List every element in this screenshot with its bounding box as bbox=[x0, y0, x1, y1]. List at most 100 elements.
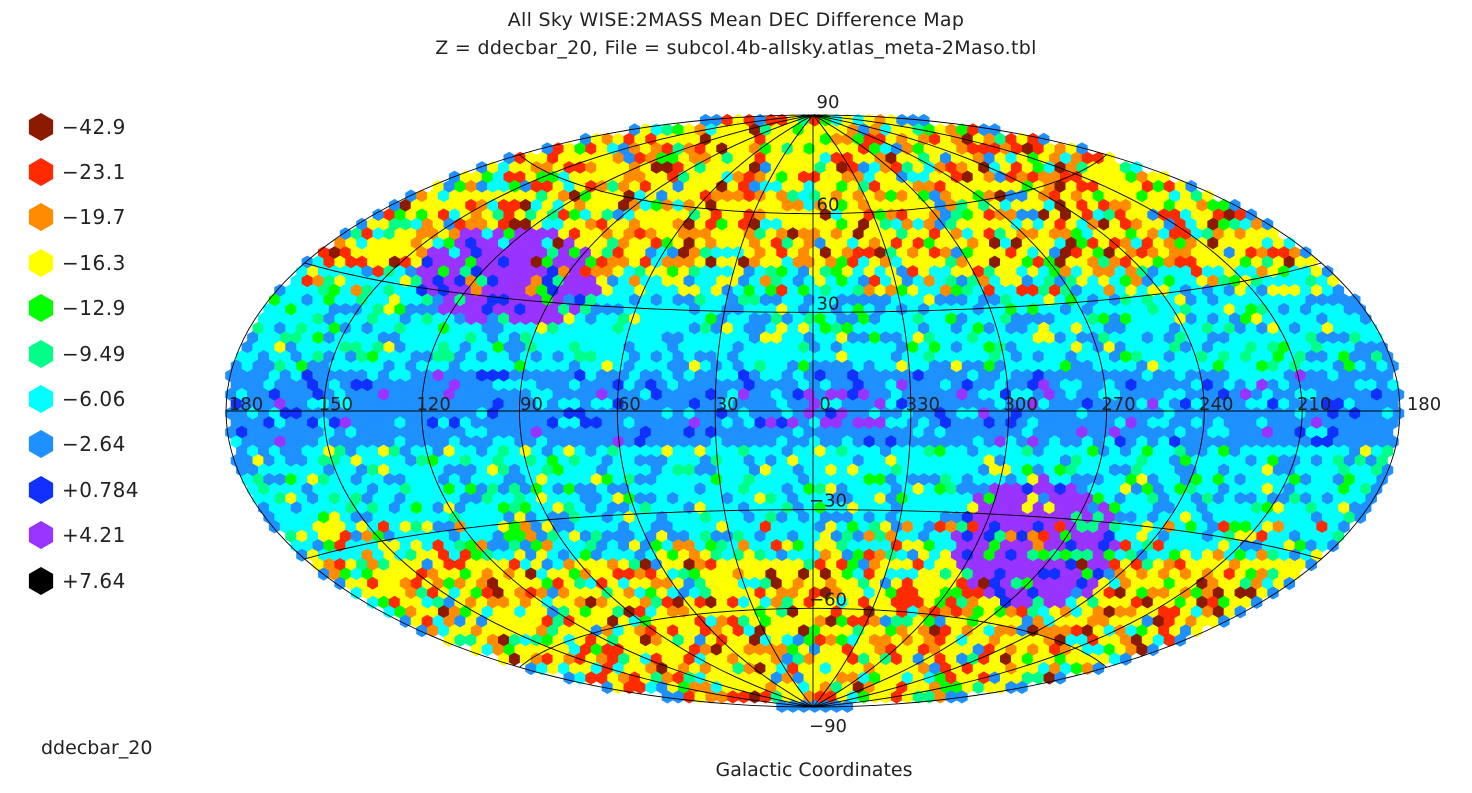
map-cell bbox=[1289, 265, 1301, 279]
map-cell bbox=[1229, 217, 1241, 231]
map-cell bbox=[618, 236, 630, 250]
map-cell bbox=[579, 227, 592, 241]
map-cell bbox=[798, 208, 810, 222]
map-cell bbox=[1005, 151, 1017, 165]
legend-swatch-icon bbox=[28, 475, 54, 504]
map-cell bbox=[552, 198, 564, 213]
map-cell bbox=[749, 217, 761, 231]
map-cell bbox=[432, 255, 444, 269]
map-cell bbox=[465, 180, 477, 194]
map-cell bbox=[1196, 274, 1208, 288]
legend-swatch-icon bbox=[28, 294, 54, 323]
map-cell bbox=[1294, 255, 1306, 269]
map-cell bbox=[1065, 255, 1077, 269]
map-cell bbox=[863, 246, 875, 260]
map-cell bbox=[956, 217, 968, 231]
map-cell bbox=[492, 208, 504, 222]
map-cell bbox=[890, 293, 903, 307]
map-cell bbox=[601, 265, 613, 279]
map-cell bbox=[929, 189, 941, 203]
map-cell bbox=[1021, 236, 1034, 250]
map-cell bbox=[1098, 255, 1110, 269]
map-cell bbox=[498, 255, 510, 269]
map-cell bbox=[427, 189, 439, 203]
legend-item: −42.9 bbox=[26, 104, 139, 149]
map-cell bbox=[869, 274, 881, 288]
map-cell bbox=[596, 198, 608, 213]
map-cell bbox=[634, 284, 646, 298]
map-cell bbox=[536, 151, 548, 165]
map-cell bbox=[759, 198, 772, 213]
map-cell bbox=[1174, 180, 1186, 194]
map-cell bbox=[307, 284, 319, 298]
map-cell bbox=[989, 180, 1001, 194]
map-cell bbox=[618, 293, 630, 307]
map-cell bbox=[672, 123, 684, 137]
map-cell bbox=[814, 274, 826, 288]
map-cell bbox=[1005, 132, 1017, 146]
map-cell bbox=[1000, 274, 1012, 288]
map-cell bbox=[825, 274, 837, 288]
map-cell bbox=[585, 255, 597, 269]
map-cell bbox=[819, 227, 832, 241]
map-cell bbox=[410, 198, 423, 213]
map-cell bbox=[547, 189, 559, 203]
map-cell bbox=[525, 265, 537, 279]
map-cell bbox=[639, 255, 652, 269]
map-cell bbox=[667, 151, 679, 165]
map-cell bbox=[738, 142, 750, 156]
map-cell bbox=[678, 265, 690, 279]
map-cell bbox=[699, 265, 712, 279]
map-cell bbox=[1125, 265, 1137, 279]
map-cell bbox=[929, 227, 941, 241]
map-cell bbox=[1087, 255, 1099, 269]
map-cell bbox=[743, 265, 755, 279]
map-cell bbox=[819, 284, 832, 298]
map-cell bbox=[1043, 236, 1055, 250]
map-cell bbox=[498, 274, 510, 288]
map-cell bbox=[978, 274, 990, 288]
map-cell bbox=[983, 208, 995, 222]
map-cell bbox=[388, 236, 401, 250]
map-cell bbox=[699, 284, 712, 298]
map-cell bbox=[421, 293, 433, 307]
map-cell bbox=[508, 198, 521, 213]
map-cell bbox=[312, 255, 324, 269]
map-cell bbox=[1130, 161, 1143, 175]
map-cell bbox=[1000, 293, 1012, 307]
map-cell bbox=[350, 227, 363, 241]
map-cell bbox=[792, 236, 804, 250]
map-cell bbox=[901, 161, 914, 175]
map-cell bbox=[983, 246, 995, 260]
color-legend: −42.9 −23.1 −19.7 −16.3 −12.9 −9.49 −6.06 −2.64… bbox=[26, 104, 139, 603]
map-cell bbox=[1207, 255, 1219, 269]
map-cell bbox=[765, 132, 777, 146]
map-cell bbox=[689, 189, 701, 203]
map-cell bbox=[1005, 265, 1017, 279]
map-cell bbox=[1043, 198, 1055, 213]
map-cell bbox=[841, 265, 854, 279]
map-cell bbox=[749, 142, 761, 156]
map-cell bbox=[1240, 217, 1252, 231]
map-cell bbox=[448, 189, 461, 203]
map-cell bbox=[1103, 189, 1115, 203]
map-cell bbox=[836, 123, 848, 137]
map-cell bbox=[978, 123, 990, 137]
map-cell bbox=[1180, 246, 1192, 260]
map-cell bbox=[1158, 246, 1170, 260]
map-cell bbox=[1092, 189, 1105, 203]
map-cell bbox=[1229, 236, 1241, 250]
map-cell bbox=[890, 236, 903, 250]
map-cell bbox=[536, 284, 548, 298]
map-cell bbox=[814, 236, 826, 250]
map-cell bbox=[841, 170, 854, 184]
map-cell bbox=[705, 274, 717, 288]
map-cell bbox=[749, 161, 761, 175]
map-cell bbox=[470, 189, 483, 203]
map-cell bbox=[1114, 208, 1126, 222]
map-cell bbox=[710, 113, 723, 127]
map-cell bbox=[749, 255, 761, 269]
map-cell bbox=[492, 265, 504, 279]
map-cell bbox=[465, 293, 477, 307]
map-cell bbox=[579, 189, 592, 203]
